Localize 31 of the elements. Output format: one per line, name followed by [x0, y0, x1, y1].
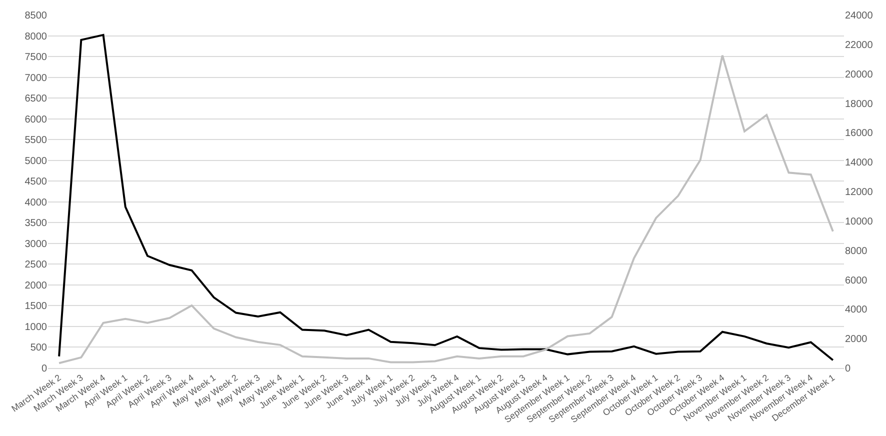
y2-tick-label: 4000: [845, 304, 868, 316]
y2-tick-label: 2000: [845, 334, 868, 346]
y-tick-label: 8500: [24, 10, 48, 22]
y-tick-label: 4000: [24, 197, 48, 208]
y-tick-label: 4500: [24, 176, 48, 188]
y-tick-label: 2500: [24, 260, 48, 271]
y2-tick-label: 14000: [845, 158, 874, 169]
y2-tick-label: 12000: [845, 187, 874, 198]
y-tick-label: 3500: [24, 218, 48, 230]
y-tick-label: 6500: [24, 94, 48, 105]
y2-tick-label: 16000: [845, 128, 874, 140]
y2-tick-label: 24000: [845, 10, 874, 22]
y2-tick-label: 6000: [845, 275, 868, 286]
y-tick-label: 1000: [24, 322, 48, 333]
y2-tick-label: 18000: [845, 98, 874, 110]
y-tick-label: 6000: [24, 114, 48, 126]
y-tick-label: 0: [41, 364, 48, 374]
y2-tick-label: 8000: [845, 246, 868, 257]
y-tick-label: 5500: [24, 135, 48, 146]
y-tick-label: 7000: [24, 72, 48, 84]
y-tick-label: 8000: [24, 31, 48, 42]
y2-tick-label: 0: [845, 364, 851, 374]
y2-tick-label: 10000: [845, 216, 874, 228]
y-tick-label: 2000: [24, 280, 48, 292]
y-tick-label: 500: [30, 342, 48, 354]
y2-tick-label: 20000: [845, 69, 874, 80]
y-tick-label: 1500: [24, 301, 48, 312]
y-tick-label: 7500: [24, 52, 48, 64]
y-tick-label: 5000: [24, 156, 48, 167]
y-tick-label: 3000: [24, 238, 48, 250]
y2-tick-label: 22000: [845, 40, 874, 51]
